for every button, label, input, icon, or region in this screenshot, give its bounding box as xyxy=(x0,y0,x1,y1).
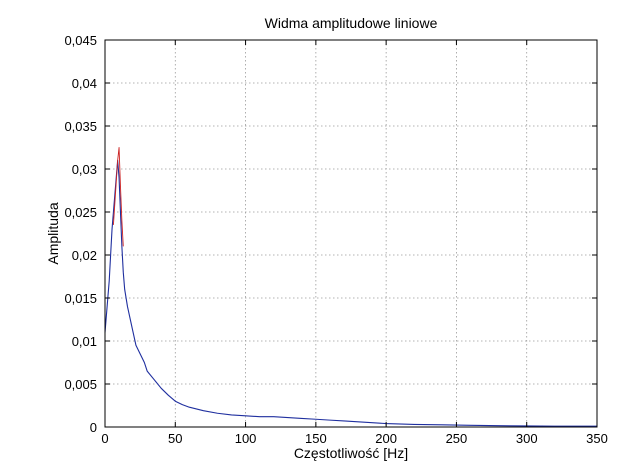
y-tick-label: 0,035 xyxy=(64,119,97,134)
chart-title: Widma amplitudowe liniowe xyxy=(265,15,438,31)
ticks xyxy=(104,39,598,428)
x-tick-label: 50 xyxy=(168,431,182,446)
y-tick-label: 0,005 xyxy=(64,377,97,392)
y-tick-label: 0,015 xyxy=(64,291,97,306)
x-tick-label: 150 xyxy=(305,431,327,446)
x-tick-label: 0 xyxy=(101,431,108,446)
y-tick-label: 0,045 xyxy=(64,33,97,48)
y-axis-label: Amplituda xyxy=(45,202,61,264)
grid xyxy=(105,40,597,427)
y-tick-label: 0,01 xyxy=(72,334,97,349)
x-tick-label: 100 xyxy=(235,431,257,446)
tick-labels: 0 50 100 150 200 250 300 350 0 0,005 0,01 0,015 0,02… xyxy=(64,33,607,446)
y-tick-label: 0,03 xyxy=(72,162,97,177)
x-tick-label: 200 xyxy=(375,431,397,446)
y-tick-label: 0 xyxy=(90,420,97,435)
x-tick-label: 250 xyxy=(446,431,468,446)
series-group xyxy=(104,147,597,427)
y-tick-label: 0,02 xyxy=(72,248,97,263)
x-tick-label: 300 xyxy=(516,431,538,446)
x-axis-label: Częstotliwość [Hz] xyxy=(294,445,408,461)
x-tick-label: 350 xyxy=(586,431,608,446)
plot-frame xyxy=(104,39,598,428)
y-tick-label: 0,04 xyxy=(72,76,97,91)
series-line-1 xyxy=(112,147,124,247)
y-tick-label: 0,025 xyxy=(64,205,97,220)
